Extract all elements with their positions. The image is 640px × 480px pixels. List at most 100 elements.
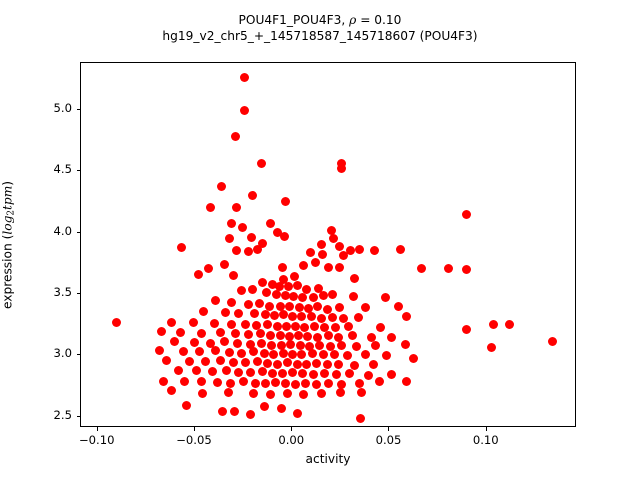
scatter-point bbox=[231, 329, 241, 339]
scatter-point bbox=[339, 251, 349, 261]
scatter-point bbox=[349, 274, 359, 284]
scatter-point bbox=[335, 241, 345, 251]
scatter-point bbox=[344, 321, 354, 331]
scatter-point bbox=[335, 303, 345, 313]
scatter-point bbox=[284, 331, 294, 341]
scatter-point bbox=[278, 348, 288, 358]
scatter-point bbox=[217, 406, 227, 416]
scatter-point bbox=[210, 296, 220, 306]
scatter-point bbox=[273, 228, 283, 238]
scatter-point bbox=[176, 242, 186, 252]
scatter-point bbox=[237, 348, 247, 358]
scatter-point bbox=[489, 320, 499, 330]
scatter-point bbox=[175, 327, 185, 337]
scatter-point bbox=[278, 274, 288, 284]
scatter-point bbox=[266, 330, 276, 340]
scatter-point bbox=[337, 341, 347, 351]
scatter-point bbox=[325, 341, 335, 351]
scatter-point bbox=[300, 322, 310, 332]
scatter-point bbox=[287, 311, 297, 321]
scatter-point bbox=[234, 367, 244, 377]
scatter-point bbox=[381, 293, 391, 303]
figure-subtitle: hg19_v2_chr5_+_145718587_145718607 (POU4… bbox=[162, 29, 478, 44]
scatter-point bbox=[231, 132, 241, 142]
scatter-point bbox=[257, 278, 267, 288]
scatter-point bbox=[360, 303, 370, 313]
scatter-point bbox=[309, 370, 319, 380]
scatter-point bbox=[155, 346, 165, 356]
scatter-point bbox=[239, 377, 249, 387]
scatter-point bbox=[252, 357, 262, 367]
scatter-point bbox=[354, 379, 364, 389]
scatter-point bbox=[314, 284, 323, 293]
scatter-point bbox=[207, 366, 217, 376]
scatter-point bbox=[337, 159, 347, 169]
figure-title-prefix: POU4F1_POU4F3, bbox=[238, 13, 350, 27]
scatter-point bbox=[327, 312, 337, 322]
scatter-point bbox=[287, 349, 297, 359]
scatter-point bbox=[277, 341, 287, 351]
scatter-point bbox=[247, 284, 257, 294]
scatter-point bbox=[184, 356, 194, 366]
scatter-point bbox=[330, 322, 340, 332]
scatter-point bbox=[285, 339, 295, 349]
scatter-point bbox=[307, 311, 317, 321]
scatter-point bbox=[232, 245, 242, 255]
scatter-point bbox=[409, 354, 419, 364]
scatter-point bbox=[278, 310, 288, 320]
scatter-point bbox=[548, 336, 558, 346]
scatter-point bbox=[382, 350, 392, 360]
scatter-point bbox=[243, 330, 253, 340]
scatter-point bbox=[288, 292, 298, 301]
scatter-point bbox=[461, 324, 471, 334]
scatter-point bbox=[334, 332, 344, 342]
scatter-point bbox=[230, 406, 240, 416]
scatter-point bbox=[273, 359, 283, 369]
scatter-point bbox=[370, 245, 380, 255]
scatter-point bbox=[240, 72, 250, 82]
scatter-point bbox=[234, 309, 244, 319]
scatter-point bbox=[254, 299, 264, 309]
scatter-point bbox=[393, 301, 403, 311]
scatter-point bbox=[257, 239, 267, 249]
scatter-point bbox=[232, 202, 242, 212]
scatter-point bbox=[289, 272, 299, 282]
scatter-point bbox=[261, 379, 271, 389]
scatter-point bbox=[278, 369, 287, 379]
scatter-point bbox=[272, 289, 282, 299]
scatter-point bbox=[179, 377, 189, 387]
y-axis-tick bbox=[76, 293, 80, 295]
scatter-point bbox=[226, 378, 236, 388]
scatter-point bbox=[312, 358, 322, 368]
scatter-point bbox=[322, 360, 332, 370]
scatter-point bbox=[304, 303, 314, 313]
scatter-point bbox=[337, 380, 347, 390]
scatter-point bbox=[255, 328, 265, 338]
scatter-point bbox=[346, 245, 356, 255]
scatter-point bbox=[192, 366, 202, 376]
y-axis-tick-label: 2.5 bbox=[53, 407, 72, 422]
scatter-point bbox=[375, 377, 385, 387]
y-axis-tick-label: 3.5 bbox=[53, 285, 72, 300]
scatter-point bbox=[282, 358, 292, 368]
scatter-point bbox=[278, 262, 287, 272]
scatter-point bbox=[241, 320, 251, 330]
scatter-point bbox=[311, 257, 321, 267]
scatter-point bbox=[400, 339, 410, 349]
scatter-point bbox=[246, 233, 256, 242]
scatter-point bbox=[237, 285, 247, 295]
scatter-point bbox=[317, 250, 327, 260]
scatter-point bbox=[221, 365, 231, 375]
scatter-point bbox=[159, 376, 169, 386]
scatter-point bbox=[319, 323, 329, 333]
scatter-point bbox=[292, 359, 302, 369]
scatter-point bbox=[297, 350, 307, 360]
y-axis-label: expression (log2tpm) bbox=[1, 63, 21, 428]
scatter-point bbox=[279, 232, 289, 242]
x-axis-tick-label: 0.05 bbox=[375, 433, 402, 447]
scatter-point bbox=[284, 301, 294, 311]
scatter-point bbox=[227, 219, 237, 229]
scatter-point bbox=[157, 327, 167, 337]
scatter-point bbox=[323, 263, 333, 273]
y-axis-label-log: log bbox=[0, 215, 15, 235]
